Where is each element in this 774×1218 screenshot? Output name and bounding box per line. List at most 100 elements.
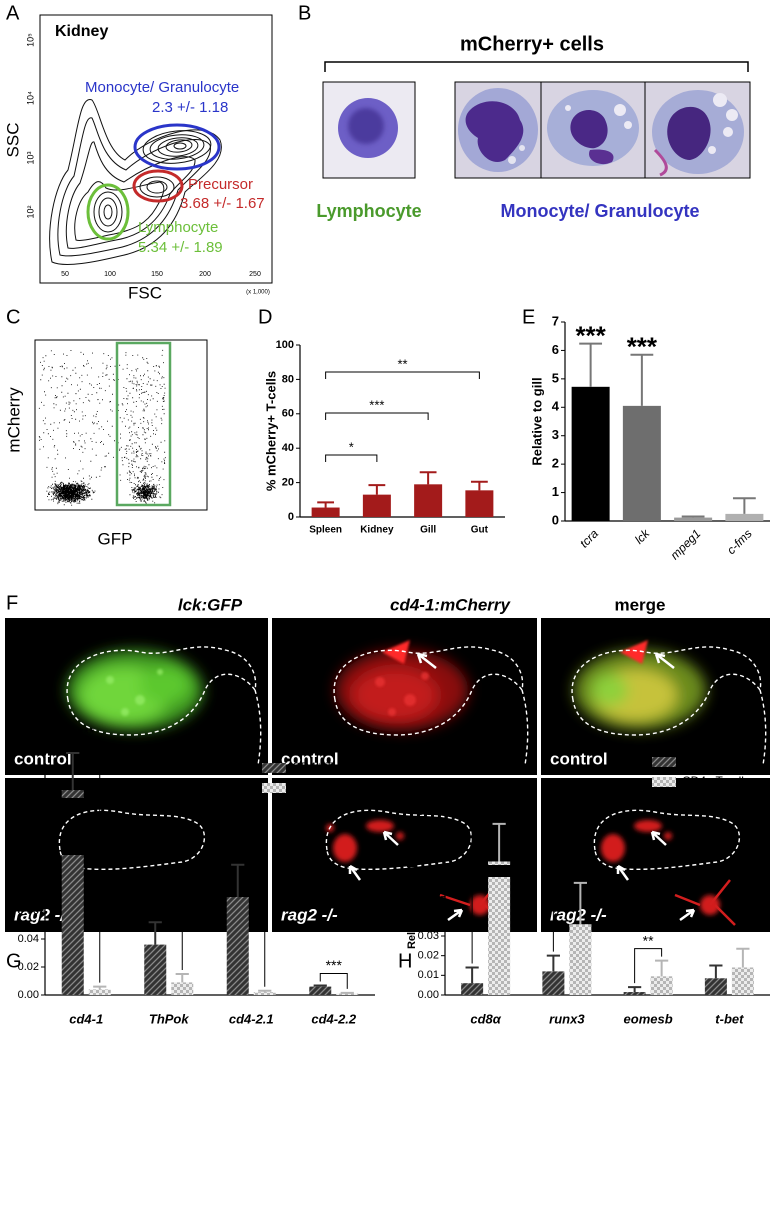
y-tick-label: 0.08 [18,877,39,889]
bar [311,507,340,517]
x-axis-label: FSC [128,283,162,302]
y-tick-label: 0.06 [418,871,439,883]
significance-label: ** [397,356,407,371]
y-tick-label: 0.00 [418,989,439,1001]
significance-label: ** [480,796,491,812]
significance-label: ** [163,894,174,910]
x-tick-label: runx3 [549,1011,585,1026]
column-header: cd4-1:mCherry [390,595,512,614]
x-tick-label: 200 [199,271,211,278]
row-label: rag2 -/- [14,905,71,924]
bar [171,982,194,995]
x-tick-label: Gut [471,525,489,536]
cell-image [322,81,416,179]
bar [362,494,391,517]
bar [650,976,673,995]
y-tick-label: 0.01 [418,969,439,981]
micrograph [272,618,537,775]
gate [86,183,130,241]
x-tick-label: lck [632,526,653,547]
micrograph [5,618,268,775]
row-label: control [14,749,72,768]
significance-bracket [154,909,183,970]
x-tick-label: mpeg1 [668,526,704,562]
panel-letter: H [398,950,412,972]
axis-break [440,869,450,877]
contours [49,99,222,265]
y-tick-label: 0.04 [418,910,439,922]
panel-letter: A [6,2,20,24]
y-tick-label: 0.20 [418,806,439,818]
bracket [324,61,749,72]
error-bar [628,986,642,993]
significance-label: * [349,439,354,454]
plot-frame [39,14,273,284]
panel-a: Monocyte/ Granulocyte 2.3 +/- 1.18 Precurs… [3,14,273,302]
gate-value: 2.3 +/- 1.18 [152,99,228,116]
gates: Monocyte/ Granulocyte 2.3 +/- 1.18 Precurs… [85,79,265,256]
significance-label: *** [369,397,384,412]
y-tick-label: 0.00 [18,989,39,1001]
x-tick-label: tcra [577,526,601,550]
bar [61,790,84,798]
y-tick-label: 1 [552,484,559,499]
panel-letters: A B C D E F G H [6,2,535,972]
x-tick-label: ThPok [149,1011,189,1026]
y-tick-label: 0.20 [18,792,39,804]
bar [226,897,249,995]
gate-value: 5.34 +/- 1.89 [138,239,223,256]
bar [623,992,646,995]
error-bar [368,484,386,495]
y-axis-label: % mCherry+ T-cells [263,371,278,491]
panel-letter: B [298,2,311,24]
y-tick-label: 0 [552,512,559,527]
row-label: control [550,749,608,768]
significance-label: ** [643,932,654,948]
panel-letter: C [6,306,20,328]
cell-image [540,81,646,179]
row-label: rag2 -/- [281,905,338,924]
panel-letter: E [522,306,535,328]
cell-label: Monocyte/ Granulocyte [500,201,699,221]
y-tick-label: 0.02 [418,950,439,962]
x-tick-label: cd4-2.1 [229,1011,274,1026]
bar [309,986,332,995]
error-bar [93,985,107,990]
plot-frame [34,339,208,511]
y-tick-label: 0.02 [18,961,39,973]
error-bar [258,989,272,993]
y-tick-label: 0.15 [418,828,439,840]
x-tick-label: 100 [104,271,116,278]
y-tick-label: 0.40 [18,739,39,751]
axis-break [40,825,50,832]
y-axis-label: Relative to gill [529,377,544,465]
error-bar [546,954,560,972]
significance-bracket [319,972,348,989]
y-tick-label: 0.05 [418,891,439,903]
error-bar [732,497,756,514]
error-bar [317,501,335,508]
error-bar [340,991,354,994]
legend-swatch [262,783,286,793]
significance-bracket [72,740,101,983]
cell-label: Lymphocyte [316,201,421,221]
error-bar [231,863,245,897]
y-tick-label: 0.10 [18,849,39,861]
significance-label: *** [78,725,95,741]
bar [414,484,443,517]
row-label: control [281,749,339,768]
x-tick-label: Spleen [309,525,342,536]
legend-label: CD4⁻ T cells [682,774,750,788]
significance-bracket [237,852,266,987]
panel-b: mCherry+ cells Lymphocyte Monocyte/ Gran… [316,33,751,221]
column-header: merge [614,595,665,614]
y-tick-label: 10⁴ [25,91,35,105]
column-header: lck:GFP [178,595,243,614]
error-bar [419,471,437,485]
y-tick-label: 0.30 [18,765,39,777]
significance-label: *** [575,320,606,350]
bar [61,855,84,995]
dots [38,349,166,506]
error-bar [175,973,189,983]
